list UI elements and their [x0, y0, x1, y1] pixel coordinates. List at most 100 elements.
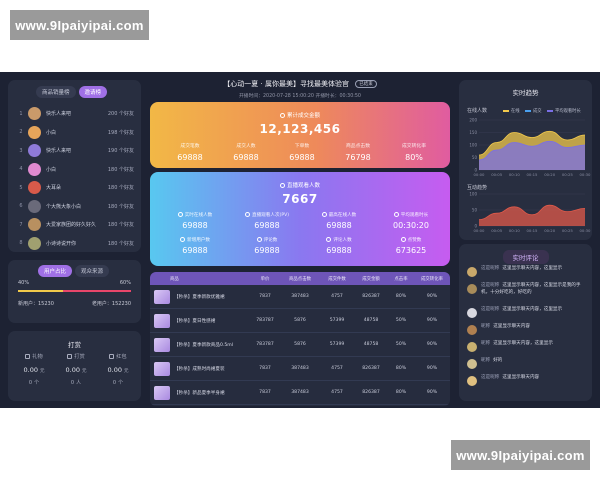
avatar	[467, 284, 477, 294]
gift-icon	[25, 354, 31, 359]
cell-clicks: 387483	[291, 294, 309, 299]
table-row[interactable]: 【秒杀】新品夏季半身裙 7837 387483 4757 826387 80% 90%	[150, 381, 450, 405]
comment-text: 好的	[493, 358, 503, 363]
avatar	[467, 376, 477, 386]
table-row[interactable]: 【秒杀】成熟时尚裙夏装 7837 387483 4757 826387 80% 90%	[150, 357, 450, 381]
reward-title: 打赏	[68, 341, 81, 349]
avatar	[28, 199, 41, 213]
interact-chart-label: 互动趋势	[467, 185, 488, 191]
viewer-stat-label: 最高在线人数	[328, 213, 357, 218]
avatar	[28, 162, 41, 176]
avatar	[467, 308, 477, 318]
sales-stat-value: 69888	[233, 153, 259, 162]
viewer-stat-value: 69888	[326, 221, 352, 230]
table-row[interactable]: 【秒杀】夏季新款商品0.5ml 783787 5876 57399 48758 50% 90…	[150, 333, 450, 357]
cell-ctr: 80%	[395, 294, 407, 299]
reward-count: 0	[28, 380, 33, 386]
viewer-stat-label: 点赞数	[407, 238, 422, 243]
sales-stat-value: 80%	[405, 153, 423, 162]
live-dashboard: 【心动一夏 · 属你最美】寻找最美体验官 已结束 开播时间：2020-07-28…	[0, 72, 600, 408]
trend-panel: 实时趋势 在线人数 在线 成交 平均观看时长 200 150 100 50 0 00:00…	[459, 80, 592, 240]
product-thumbnail	[154, 385, 170, 400]
ranking-value: 180 个好友	[107, 222, 134, 228]
reward-label: 打赏	[74, 354, 85, 360]
product-name: 【秒杀】夏季新款商品0.5ml	[174, 342, 233, 348]
ranking-panel: 商品销量榜 邀请榜 1 快乐人来吧 200 个好友 2 小白 198 个好友 3 快乐人来吧 1…	[8, 80, 141, 252]
viewer-label: 直播观看人数	[286, 183, 320, 189]
sales-label: 累计成交金额	[286, 113, 320, 119]
comment-author: 昵称	[481, 358, 491, 363]
cell-price: 7837	[259, 390, 271, 395]
x-tick-label: 00:10	[509, 172, 521, 177]
product-name: 【秒杀】成熟时尚裙夏装	[174, 366, 225, 372]
avatar	[467, 325, 477, 335]
ranking-row: 5 大耳朵 180 个好友	[16, 178, 134, 197]
comment-item: 昵称 这里显示聊天内容，这里显示	[467, 341, 587, 352]
reward-item: 打赏 0.00 元 0 人	[56, 353, 96, 386]
ranking-value: 190 个好友	[107, 148, 134, 154]
product-name: 【秒杀】新品夏季半身裙	[174, 390, 225, 396]
comment-text: 这里显示聊天内容，这里显示	[502, 307, 563, 312]
product-name: 【秒杀】夏季新款优雅裙	[174, 294, 225, 300]
reward-count-unit: 人	[76, 380, 82, 386]
viewer-stat-value: 69888	[326, 246, 352, 255]
ratio-bar-fill	[18, 290, 64, 292]
tab-invite-ranking[interactable]: 邀请榜	[78, 86, 108, 98]
cell-qty: 4757	[331, 390, 343, 395]
ranking-name: 个大熊大象小白	[46, 203, 82, 210]
cell-qty: 57399	[329, 318, 345, 323]
ranking-value: 180 个好友	[107, 185, 134, 191]
page-title: 【心动一夏 · 属你最美】寻找最美体验官	[223, 80, 349, 88]
sales-stat-value: 69888	[289, 153, 315, 162]
ratio-tabs: 用户占比 观众来源	[38, 265, 112, 277]
reward-panel: 打赏 礼物 0.00 元 0 个打赏 0.00 元 0 人红包 0.00 元 0 个	[8, 331, 141, 401]
column-header: 成交转化率	[421, 276, 443, 282]
watermark-top: www.9Ipaiyipai.com	[10, 10, 149, 40]
x-tick-label: 00:30	[580, 172, 592, 177]
viewer-stat: 最高在线人数 69888	[304, 212, 374, 230]
x-tick-label: 00:20	[544, 172, 556, 177]
cell-conv: 90%	[426, 294, 438, 299]
tab-user-ratio[interactable]: 用户占比	[38, 265, 73, 277]
avatar	[28, 236, 41, 250]
reward-value: 0.00	[65, 366, 80, 374]
reward-count: 0	[112, 380, 117, 386]
reward-value: 0.00	[23, 366, 38, 374]
cell-clicks: 387483	[291, 390, 309, 395]
table-row[interactable]: 【秒杀】夏季新款优雅裙 7837 387483 4757 826387 80% 90%	[150, 285, 450, 309]
reward-label: 礼物	[32, 354, 43, 360]
table-row[interactable]: 【秒杀】夏日性感裙 783787 5876 57399 48758 50% 90%	[150, 309, 450, 333]
ratio-bar	[18, 290, 131, 292]
avatar	[467, 267, 477, 277]
ranking-row: 4 小白 180 个好友	[16, 160, 134, 179]
ranking-row: 3 快乐人来吧 190 个好友	[16, 141, 134, 160]
rank-number: 8	[19, 240, 23, 246]
tab-sales-ranking[interactable]: 商品销量榜	[36, 86, 76, 98]
cell-price: 7837	[259, 366, 271, 371]
x-tick-label: 00:05	[491, 172, 503, 177]
comment-item: 昵称 这里显示聊天内容	[467, 324, 587, 335]
cell-amount: 826387	[362, 294, 380, 299]
ranking-row: 8 小诗诗说开你 180 个好友	[16, 234, 134, 253]
legend-online: 在线	[503, 108, 520, 114]
sales-stat: 成交转化率 80%	[386, 142, 442, 162]
viewer-stat-label: 评论数	[263, 238, 278, 243]
ranking-row: 2 小白 198 个好友	[16, 123, 134, 142]
comment-text: 这里显示聊天内容	[493, 324, 530, 329]
ranking-value: 180 个好友	[107, 203, 134, 210]
viewer-stat-label: 新增用户数	[187, 238, 210, 243]
x-tick-label: 00:00	[474, 228, 486, 233]
ranking-row: 6 个大熊大象小白 180 个好友	[16, 197, 134, 216]
viewer-total: 7667	[282, 192, 318, 206]
viewer-stat-value: 00:30:20	[393, 221, 429, 230]
new-user-count: 新用户：15230	[18, 301, 54, 307]
x-tick-label: 00:25	[562, 172, 574, 177]
user-icon	[326, 237, 332, 242]
cell-price: 783787	[256, 342, 274, 347]
product-table: 商品 单价 商品点击数 成交件数 成交金额 点击率 成交转化率 【秒杀】夏季新款优雅裙 783…	[150, 272, 450, 406]
product-name: 【秒杀】夏日性感裙	[174, 318, 216, 324]
new-user-percent: 40%	[18, 280, 30, 286]
viewer-stat-value: 69888	[254, 221, 280, 230]
tab-audience-source[interactable]: 观众来源	[75, 265, 110, 277]
